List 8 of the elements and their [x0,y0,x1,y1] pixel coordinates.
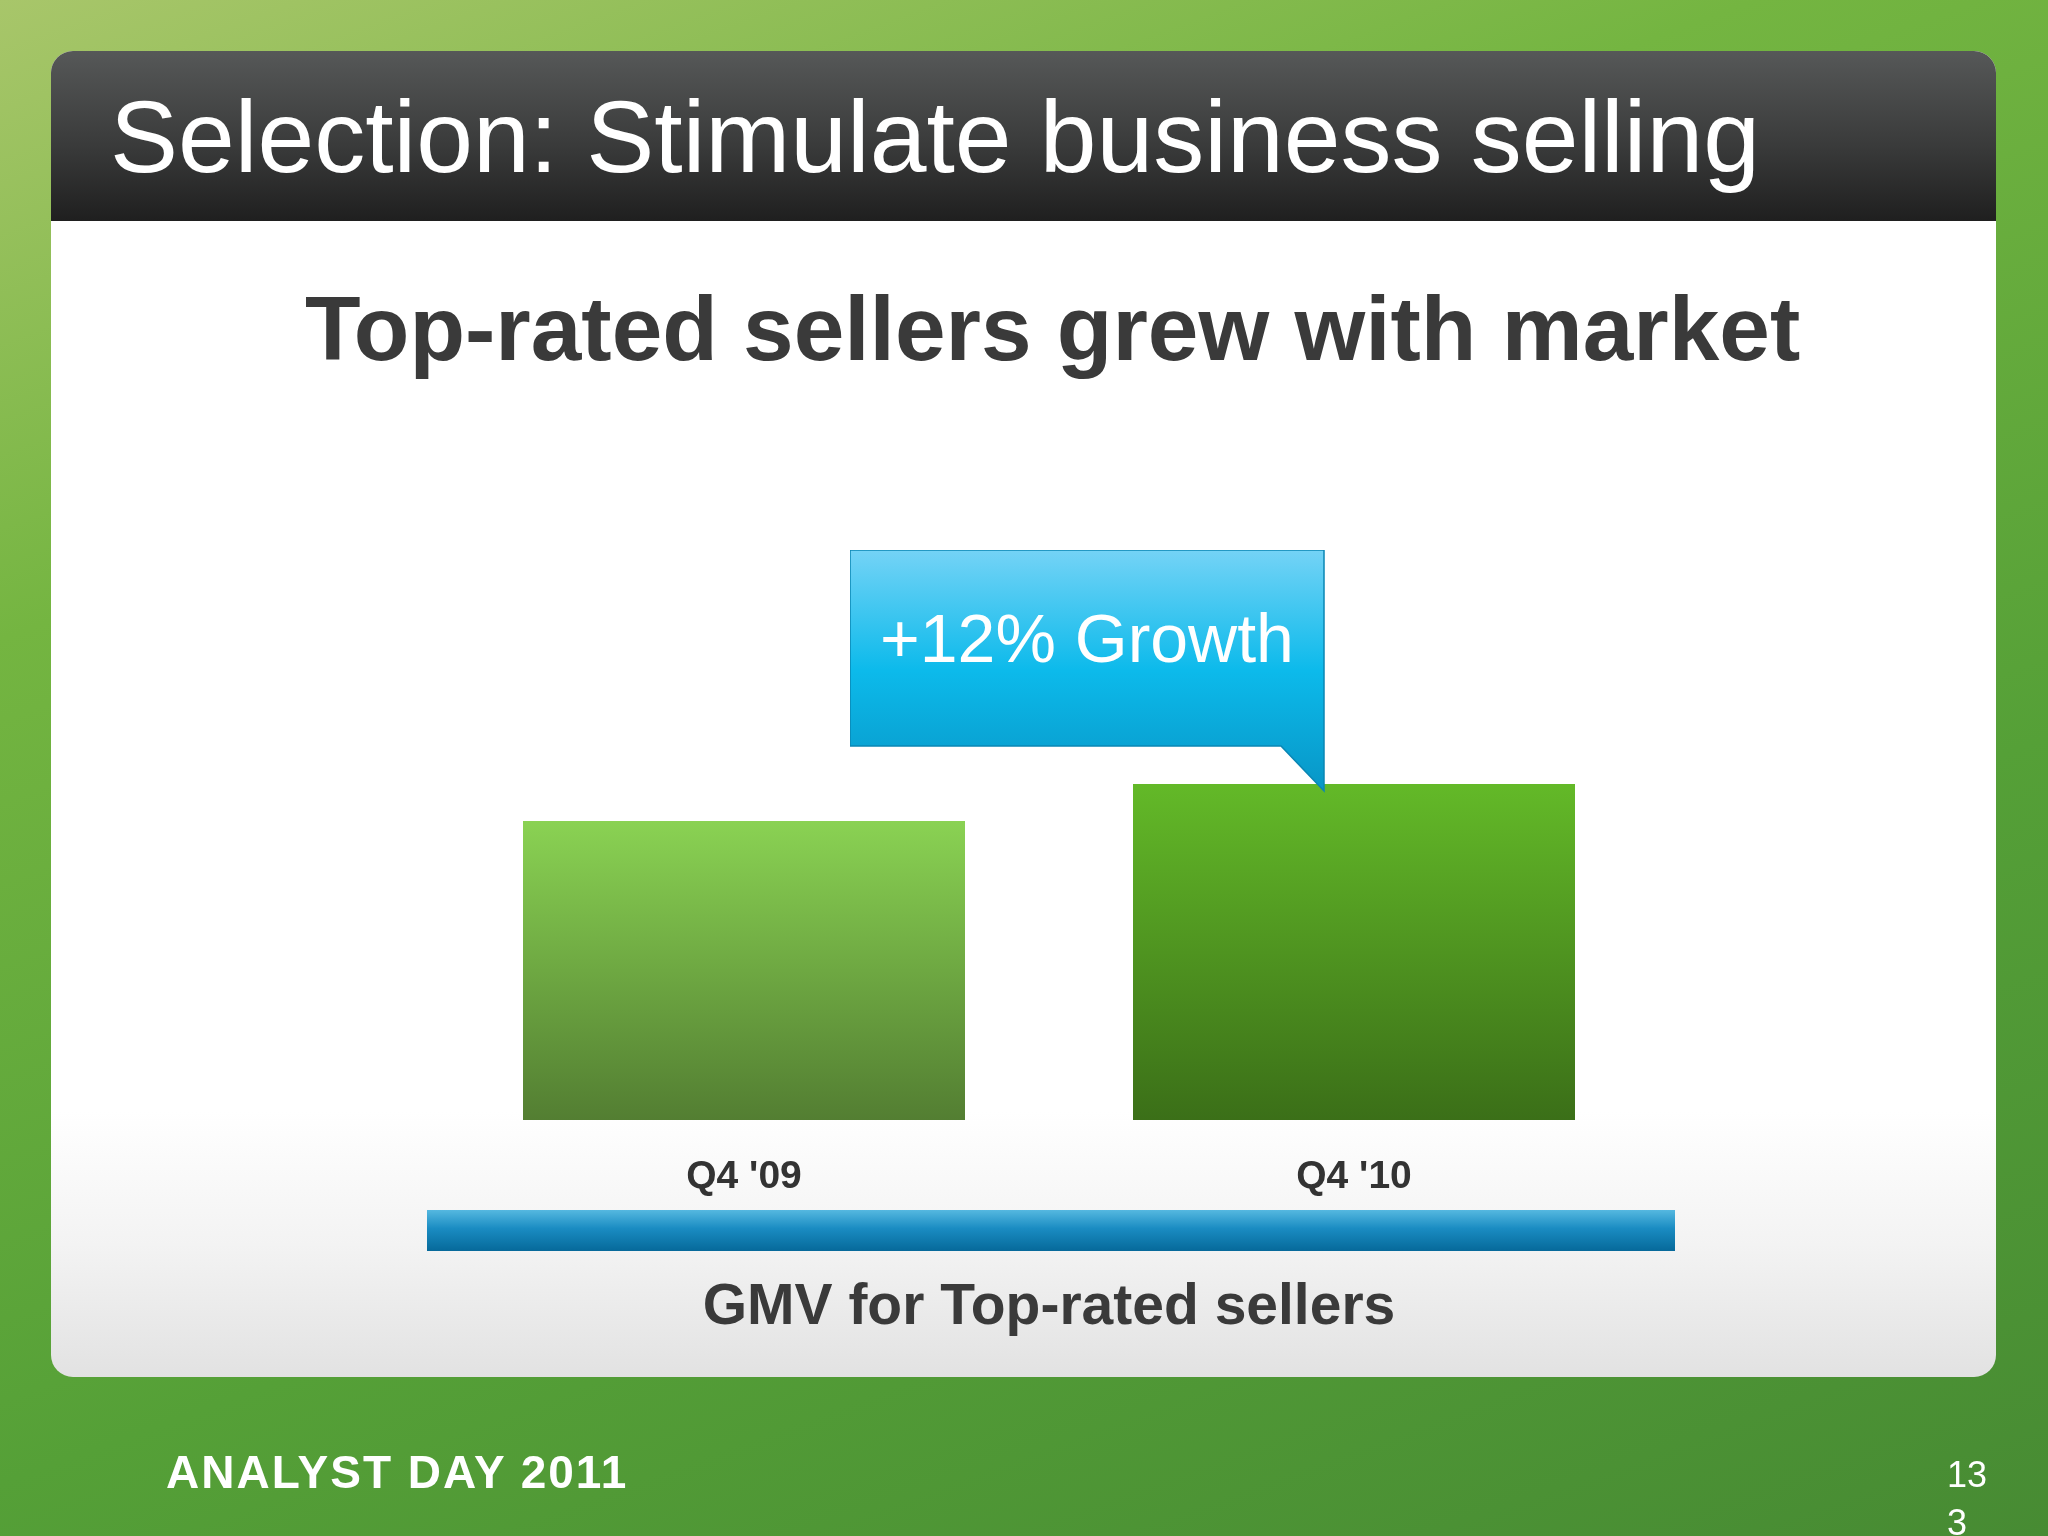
text: 133 [1947,1453,1989,1536]
annotation: +12% Growth [879,600,1295,676]
chart-subtitle: Top-rated sellers grew with market [305,278,1801,379]
x-tick-label: Q4 '10 [1296,1153,1412,1196]
chart-title: Selection: Stimulate business selling [110,80,1760,194]
x-tick-label: Q4 '09 [686,1153,802,1196]
x-axis-title: GMV for Top-rated sellers [702,1271,1396,1336]
text: ANALYST DAY 2011 [166,1446,629,1498]
